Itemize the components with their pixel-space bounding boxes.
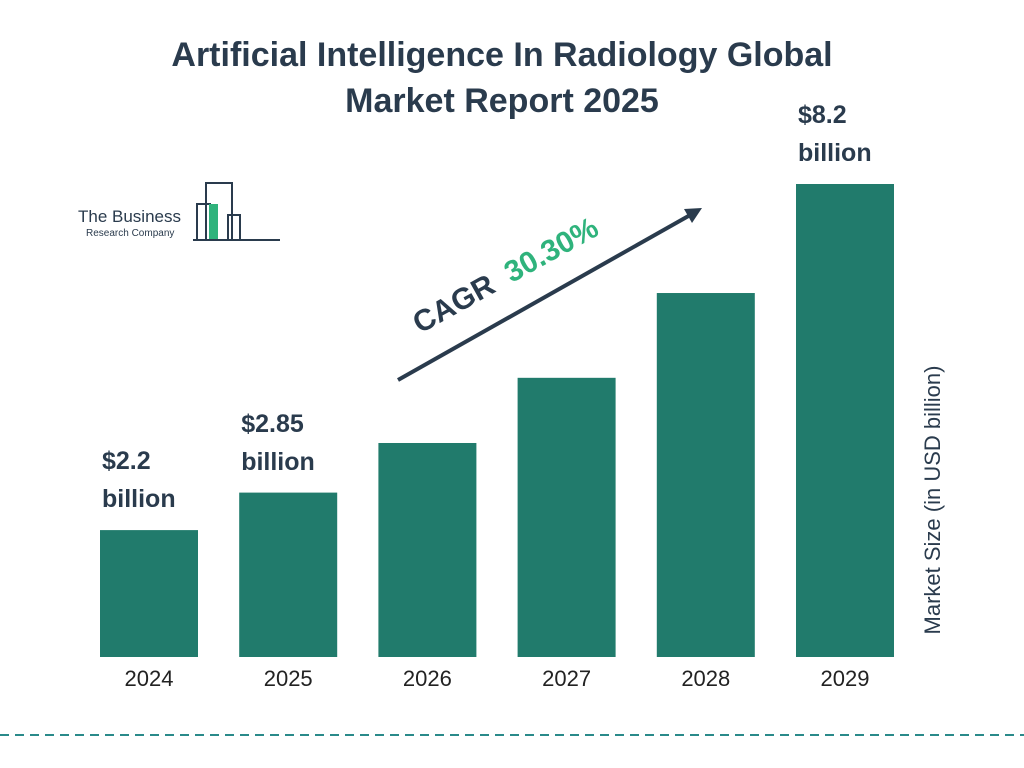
x-tick-label: 2025 (264, 666, 313, 691)
x-tick-label: 2024 (125, 666, 174, 691)
x-tick-label: 2027 (542, 666, 591, 691)
chart-title: Artificial Intelligence In Radiology Glo… (171, 36, 833, 120)
cagr-arrowhead (684, 208, 702, 223)
bar (656, 293, 755, 657)
value-label: $8.2 billion (798, 101, 872, 167)
bar (517, 377, 616, 657)
y-axis-label: Market Size (in USD billion) (920, 366, 945, 635)
cagr-arrow (397, 212, 693, 382)
bar (796, 184, 894, 657)
bar (378, 442, 477, 657)
logo-text: The Business (78, 207, 181, 226)
x-tick-label: 2029 (821, 666, 870, 691)
cagr-value: 30.30% (499, 211, 604, 289)
value-label: $2.85 billion (241, 409, 315, 476)
x-tick-label: 2026 (403, 666, 452, 691)
bar (100, 530, 198, 657)
logo-subtext: Research Company (86, 228, 174, 239)
value-label: $2.2 billion (102, 447, 176, 514)
logo (193, 182, 280, 241)
x-tick-label: 2028 (681, 666, 730, 691)
bar (239, 492, 338, 657)
